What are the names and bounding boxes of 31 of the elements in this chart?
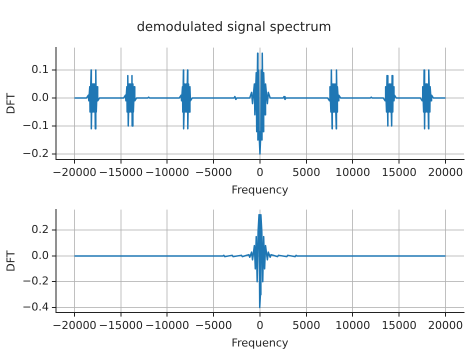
x-tick-label: 10000	[335, 166, 370, 180]
x-axis-title: Frequency	[232, 183, 289, 196]
y-axis-title: DFT	[4, 250, 18, 272]
x-tick-label: −20000	[52, 319, 97, 332]
y-axis-title: DFT	[4, 92, 18, 114]
x-tick-label: 20000	[428, 166, 463, 180]
x-tick-label: 10000	[335, 319, 370, 332]
x-tick-label: −10000	[145, 319, 190, 332]
x-tick-label: −15000	[98, 166, 143, 180]
y-tick-label: 0.0	[31, 90, 49, 104]
x-tick-label: 15000	[382, 166, 417, 180]
x-axis-title: Frequency	[232, 336, 289, 350]
x-tick-label: 0	[256, 166, 264, 180]
x-tick-label: −5000	[194, 319, 232, 332]
x-tick-label: 0	[256, 319, 264, 332]
y-tick-label: −0.2	[22, 146, 49, 160]
y-tick-label: −0.4	[22, 300, 49, 314]
x-tick-label: −15000	[98, 319, 143, 332]
y-tick-label: 0.2	[31, 223, 49, 236]
x-tick-label: −20000	[52, 166, 97, 180]
x-tick-label: 15000	[382, 319, 417, 332]
x-tick-label: −5000	[194, 166, 232, 180]
x-tick-label: 5000	[292, 166, 320, 180]
x-tick-label: 20000	[428, 319, 463, 332]
y-tick-label: −0.2	[22, 274, 49, 288]
y-tick-label: 0.0	[31, 248, 49, 262]
y-tick-label: −0.1	[22, 118, 49, 132]
y-tick-label: 0.1	[31, 62, 49, 76]
chart-title: demodulated signal spectrum	[136, 20, 332, 36]
x-tick-label: 5000	[292, 319, 320, 332]
x-tick-label: −10000	[145, 166, 190, 180]
